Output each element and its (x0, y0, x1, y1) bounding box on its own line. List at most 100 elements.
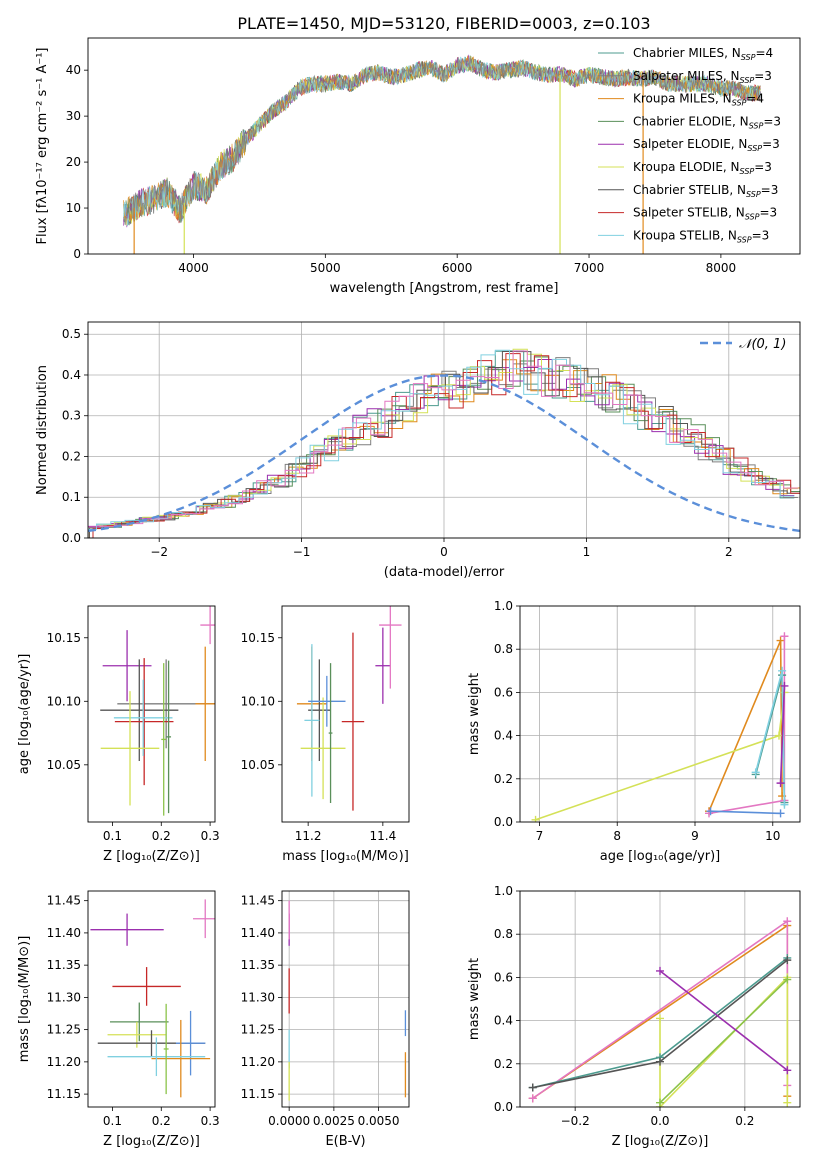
histograms (88, 348, 800, 538)
x-tick-label: 2 (725, 545, 733, 559)
panel-mass-vs-ebv: 0.0000 0.0025 0.0050 11.15 11.20 11.25 11.30 11… (241, 890, 410, 1149)
weight-marker (528, 1083, 537, 1092)
axes-frame (281, 890, 410, 1108)
weight-marker (776, 779, 785, 788)
x-tick-label: 0.3 (201, 1114, 220, 1128)
y-tick-label: 0.2 (494, 772, 513, 786)
weight-marker (776, 809, 785, 818)
weight-marker (780, 800, 789, 809)
y-tick-label: 0.1 (62, 490, 81, 504)
y-tick-label: 11.35 (241, 958, 275, 972)
weight-marker (783, 975, 792, 984)
weight-lines (531, 632, 789, 822)
errorbars (100, 606, 215, 816)
weight-marker (783, 1098, 792, 1107)
errorbar-point (304, 644, 320, 797)
y-axis-label: age [log₁₀(age/yr)] (17, 654, 32, 775)
x-tick-label: 7 (536, 829, 544, 843)
x-tick-label: 8000 (706, 261, 737, 275)
y-tick-label: 11.25 (47, 1023, 81, 1037)
y-tick-label: 0 (73, 247, 81, 261)
y-tick-label: 20 (66, 155, 81, 169)
x-tick-label: 0.2 (152, 1114, 171, 1128)
y-tick-label: 11.25 (241, 1023, 275, 1037)
x-tick-label: 0.1 (103, 829, 122, 843)
errorbar-point (100, 691, 160, 806)
errorbar-point (163, 1003, 169, 1095)
weight-line (659, 979, 788, 1104)
x-tick-label: 0.3 (201, 829, 220, 843)
y-tick-label: 0.2 (62, 449, 81, 463)
x-tick-label: 9 (691, 829, 699, 843)
weight-line (710, 810, 781, 815)
weight-marker (528, 1094, 537, 1103)
y-tick-label: 0.8 (494, 927, 513, 941)
y-tick-label: 11.15 (241, 1087, 275, 1101)
weight-line (659, 970, 788, 1071)
legend-label: Kroupa ELODIE, NSSP=3 (633, 160, 772, 176)
x-axis-label: E(B-V) (325, 1134, 365, 1149)
y-tick-label: 11.45 (241, 894, 275, 908)
x-tick-label: 8 (613, 829, 621, 843)
weight-marker (780, 632, 789, 641)
x-tick-label: 11.2 (295, 829, 322, 843)
weight-marker (656, 1057, 664, 1066)
errorbar-point (112, 967, 181, 1006)
legend-label: 𝒩(0, 1) (739, 337, 786, 352)
errorbar-point (161, 663, 167, 816)
x-tick-label: 7000 (574, 261, 605, 275)
legend-label: Chabrier MILES, NSSP=4 (633, 46, 773, 62)
spectrum-line (123, 56, 761, 226)
spectrum-line (123, 55, 761, 221)
errorbar-point (195, 646, 215, 762)
errorbar-point (151, 1019, 211, 1098)
weight-marker (783, 956, 792, 965)
weight-marker (751, 768, 760, 777)
x-tick-label: 11.4 (369, 829, 396, 843)
weight-marker (783, 917, 792, 926)
x-tick-label: 0 (440, 545, 448, 559)
y-tick-label: 11.40 (241, 926, 275, 940)
y-tick-label: 11.40 (47, 926, 81, 940)
errorbar-point (107, 1037, 206, 1077)
y-tick-label: 0.6 (494, 685, 513, 699)
weight-marker (531, 815, 540, 822)
errorbar-point (308, 675, 346, 727)
x-tick-label: 10 (765, 829, 780, 843)
x-tick-label: −0.2 (561, 1114, 590, 1128)
y-tick-label: 40 (66, 63, 81, 77)
y-tick-label: 1.0 (494, 884, 513, 898)
weight-marker (706, 807, 715, 816)
y-tick-label: 0.8 (494, 642, 513, 656)
panel-spectrum: 4000 5000 6000 7000 8000 0 10 20 30 40 wavelength … (35, 37, 801, 296)
x-tick-label: 0.0050 (358, 1114, 400, 1128)
x-tick-label: 1 (583, 545, 591, 559)
y-tick-label: 10.15 (241, 631, 275, 645)
spectrum-legend: Chabrier MILES, NSSP=4 Salpeter MILES, NS… (598, 46, 781, 244)
x-tick-label: 6000 (442, 261, 473, 275)
weight-marker (656, 966, 664, 975)
y-axis-label: Flux [fλ10⁻¹⁷ erg cm⁻² s⁻¹ A⁻¹] (35, 48, 50, 245)
y-tick-label: 11.20 (241, 1055, 275, 1069)
normal-curve (88, 374, 800, 533)
axes-frame (281, 605, 410, 823)
panel-residuals: −2 −1 0 1 2 0.0 0.1 0.2 0.3 0.4 0.5 (data-model)/er… (35, 321, 801, 580)
x-tick-label: 0.1 (103, 1114, 122, 1128)
x-tick-label: −2 (150, 545, 168, 559)
y-axis-label: Normed distribution (35, 365, 50, 495)
x-tick-label: 0.0000 (268, 1114, 310, 1128)
panel-mass-vs-Z: 0.1 0.2 0.3 11.15 11.20 11.25 11.30 11.35 11.40 1… (17, 890, 220, 1149)
panel-weight-vs-age: 7 8 9 10 0.0 0.2 0.4 0.6 0.8 1.0 age [log₁₀(age/yr… (467, 599, 801, 864)
axes-frame (519, 605, 801, 823)
legend-label: Chabrier STELIB, NSSP=3 (633, 183, 778, 199)
errorbar-point (341, 632, 365, 811)
y-tick-label: 0.5 (62, 327, 81, 341)
weight-marker (656, 1098, 664, 1107)
errorbar-point (114, 658, 174, 786)
errorbar-point (375, 627, 391, 704)
x-tick-label: 5000 (310, 261, 341, 275)
axes-frame (87, 605, 216, 823)
weight-lines (528, 917, 792, 1107)
y-tick-label: 0.6 (494, 970, 513, 984)
